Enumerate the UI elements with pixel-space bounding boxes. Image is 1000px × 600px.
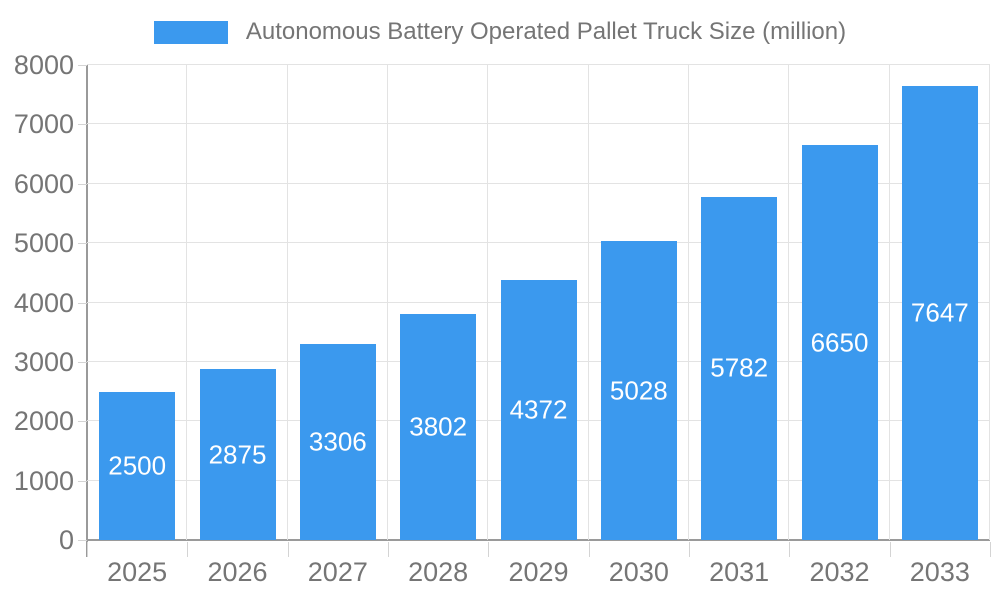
x-axis-label: 2030 [608,557,669,587]
x-axis-tick [388,542,389,557]
bar-value-label: 3802 [409,411,468,442]
gridline-horizontal [87,242,990,244]
y-axis-tick [78,540,87,541]
y-axis-label: 3000 [13,346,74,377]
bar[interactable]: 6650 [801,145,878,540]
bar-value-label: 4372 [509,394,568,425]
bar-value-label: 5028 [609,375,668,406]
bar-value-label: 2875 [208,439,267,470]
legend-swatch-icon[interactable] [153,20,228,44]
y-axis-tick [78,65,87,66]
x-axis-tick [588,542,590,557]
bar[interactable]: 5028 [600,241,677,540]
x-axis-tick [287,542,289,557]
x-axis-tick [789,542,791,557]
gridline-vertical [788,65,790,540]
gridline-vertical [387,65,388,540]
gridline-vertical [286,65,288,540]
x-axis-label: 2029 [508,557,569,587]
x-axis-tick [689,542,690,557]
gridline-vertical [186,65,188,540]
x-axis-label: 2033 [909,557,970,587]
bar[interactable]: 2875 [199,369,276,540]
bar-value-label: 6650 [810,327,869,358]
gridline-vertical [587,65,589,540]
y-axis-label: 4000 [13,287,74,318]
y-axis-label: 0 [58,525,74,555]
x-axis-label: 2025 [107,557,168,587]
x-axis-tick [87,542,88,557]
legend-label[interactable]: Autonomous Battery Operated Pallet Truck… [245,18,847,45]
gridline-vertical [888,65,890,540]
bar-value-label: 2500 [108,450,167,481]
y-axis-label: 7000 [13,109,74,140]
bar[interactable]: 3306 [299,343,376,540]
y-axis-tick [78,421,87,423]
x-axis-line [87,539,990,541]
y-axis-tick [78,124,87,126]
bar-value-label: 5782 [710,352,769,383]
bar[interactable]: 3802 [400,314,477,540]
y-axis-label: 6000 [13,168,74,199]
x-axis-label: 2028 [408,557,469,587]
y-axis-tick [78,480,87,482]
y-axis-label: 2000 [13,406,74,437]
y-axis-tick [78,183,87,185]
gridline-horizontal [87,123,990,125]
y-axis-label: 1000 [13,465,74,496]
x-axis-tick [889,542,891,557]
y-axis-tick [78,361,87,363]
bar[interactable]: 5782 [701,196,778,540]
y-axis-tick [78,243,87,245]
bar[interactable]: 2500 [99,391,176,540]
gridline-vertical [487,65,489,540]
plot-area: 2500 2875 3306 3802 4372 5028 5782 6650 7647 [87,64,990,540]
bar-value-label: 3306 [308,426,367,457]
bar-value-label: 7647 [910,297,969,328]
x-axis-label: 2031 [709,557,770,587]
x-axis-label: 2027 [307,557,368,587]
x-axis-label: 2032 [809,557,870,587]
bar[interactable]: 4372 [500,280,577,540]
gridline-vertical [688,65,689,540]
gridline-vertical [989,65,990,540]
bar[interactable]: 7647 [901,85,978,540]
x-axis-tick [488,542,490,557]
legend[interactable]: Autonomous Battery Operated Pallet Truck… [0,16,1000,48]
y-axis-label: 8000 [13,50,74,80]
y-axis-tick [78,302,87,304]
gridline-horizontal [87,64,990,65]
x-axis-tick [990,542,991,557]
y-axis-line [86,65,88,557]
x-axis-tick [187,542,189,557]
gridline-horizontal [87,182,990,184]
x-axis-label: 2026 [207,557,268,587]
y-axis-label: 5000 [13,228,74,259]
